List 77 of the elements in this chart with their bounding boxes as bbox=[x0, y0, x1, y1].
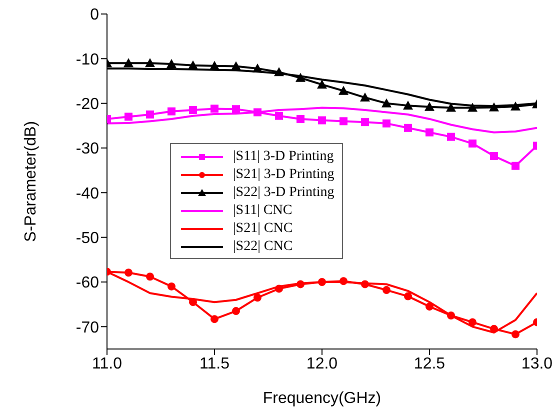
point bbox=[124, 112, 132, 121]
point bbox=[404, 292, 412, 300]
legend-label: |S11| CNC bbox=[233, 202, 292, 220]
point bbox=[468, 318, 476, 326]
point bbox=[382, 98, 392, 108]
y-tick-label: -50 bbox=[76, 230, 100, 248]
point bbox=[146, 110, 154, 118]
point bbox=[168, 107, 176, 116]
y-tick-label: -20 bbox=[76, 96, 100, 114]
point bbox=[317, 80, 327, 89]
point bbox=[340, 117, 348, 126]
point bbox=[124, 58, 134, 68]
point bbox=[275, 112, 283, 120]
point bbox=[404, 124, 412, 132]
x-axis-title: Frequency(GHz) bbox=[262, 390, 382, 407]
point bbox=[361, 118, 369, 126]
point bbox=[231, 61, 241, 70]
point bbox=[510, 101, 520, 110]
point bbox=[468, 140, 476, 148]
point bbox=[340, 277, 348, 286]
y-tick-label: -40 bbox=[76, 185, 100, 202]
legend-label: |S11| 3-D Printing bbox=[233, 148, 334, 166]
point bbox=[188, 60, 198, 70]
point bbox=[318, 278, 326, 286]
y-axis-title: S-Parameter(dB) bbox=[22, 121, 40, 242]
point bbox=[254, 108, 262, 116]
point bbox=[360, 92, 370, 102]
point bbox=[232, 105, 240, 114]
point bbox=[296, 72, 306, 82]
point bbox=[447, 132, 455, 141]
point bbox=[382, 119, 390, 128]
point bbox=[168, 282, 176, 290]
legend-label: |S22| CNC bbox=[233, 238, 293, 256]
x-tick-label: 12.5 bbox=[414, 355, 446, 372]
legend-label: |S22| 3-D Printing bbox=[233, 184, 334, 202]
legend-label: |S21| CNC bbox=[233, 220, 293, 238]
point bbox=[382, 286, 390, 294]
y-tick-label: 0 bbox=[90, 6, 100, 24]
x-tick-label: 12.0 bbox=[306, 355, 338, 372]
point bbox=[210, 104, 218, 113]
point bbox=[489, 102, 499, 112]
y-tick-label: -60 bbox=[76, 274, 100, 292]
point bbox=[318, 116, 326, 124]
legend-label: |S21| 3-D Printing bbox=[233, 166, 334, 184]
point bbox=[145, 58, 155, 68]
point bbox=[189, 298, 197, 306]
point bbox=[210, 315, 218, 324]
point bbox=[252, 63, 262, 72]
point bbox=[254, 294, 262, 302]
point bbox=[512, 330, 520, 338]
y-tick-label: -30 bbox=[76, 140, 100, 158]
point bbox=[447, 312, 455, 320]
point bbox=[189, 106, 197, 114]
point bbox=[403, 100, 413, 110]
point bbox=[446, 102, 456, 112]
point bbox=[232, 307, 240, 316]
point bbox=[468, 102, 478, 112]
point bbox=[275, 284, 283, 293]
point bbox=[296, 114, 304, 123]
point bbox=[166, 59, 176, 68]
x-tick-label: 11.0 bbox=[92, 355, 122, 372]
point bbox=[426, 128, 434, 136]
point bbox=[296, 280, 304, 288]
x-tick-label: 13.0 bbox=[521, 355, 553, 372]
y-tick-label: -70 bbox=[76, 319, 100, 336]
point bbox=[146, 272, 154, 281]
point bbox=[490, 152, 498, 160]
point bbox=[424, 102, 434, 111]
point bbox=[338, 86, 348, 95]
x-tick-label: 11.5 bbox=[200, 355, 230, 372]
y-tick-label: -10 bbox=[76, 51, 100, 68]
point bbox=[512, 162, 520, 170]
point bbox=[124, 268, 132, 277]
point bbox=[426, 302, 434, 311]
point bbox=[210, 60, 220, 70]
point bbox=[490, 324, 498, 333]
point bbox=[361, 280, 369, 288]
